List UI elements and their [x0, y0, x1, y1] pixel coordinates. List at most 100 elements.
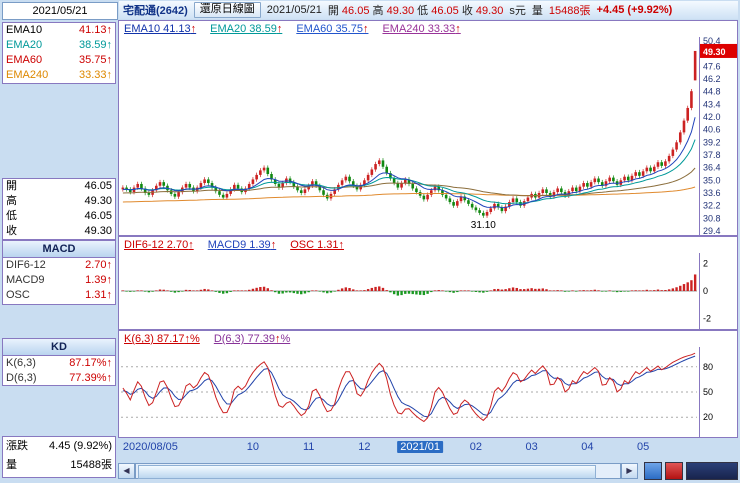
- kd-section-header[interactable]: KD: [3, 339, 115, 356]
- bottom-scroll-strip: ◀ ▶: [118, 459, 738, 483]
- x-axis-label: 02: [469, 441, 482, 453]
- svg-text:30.8: 30.8: [703, 213, 721, 223]
- x-axis-label: 10: [246, 441, 260, 453]
- field-label: 高: [372, 5, 387, 17]
- up-arrow-icon: ↑: [455, 23, 461, 35]
- svg-text:0: 0: [703, 286, 708, 296]
- row-value: 77.39%↑: [69, 372, 113, 384]
- row-value: 38.59↑: [78, 39, 113, 51]
- up-arrow-icon: ↑: [188, 239, 194, 251]
- row-label: MACD9: [6, 274, 45, 286]
- row-label: 漲跌: [6, 440, 28, 452]
- legend-item[interactable]: EMA20 38.59↑: [210, 23, 283, 35]
- row-value: 1.31↑: [85, 289, 112, 301]
- x-axis-label: 03: [525, 441, 538, 453]
- svg-text:35.0: 35.0: [703, 175, 721, 185]
- field-value: 46.05: [431, 5, 462, 17]
- row-value: 46.05: [84, 180, 112, 192]
- row-value: 49.30: [84, 225, 112, 237]
- sidebar-row: EMA20 38.59↑: [3, 38, 115, 53]
- ohlc-summary: 開 46.05 高 49.30 低 46.05 收 49.30: [328, 2, 504, 18]
- scrollbar-track[interactable]: [135, 463, 621, 479]
- svg-text:2: 2: [703, 258, 708, 268]
- svg-text:39.2: 39.2: [703, 137, 721, 147]
- row-label: OSC: [6, 289, 30, 301]
- row-value: 1.39↑: [85, 274, 113, 286]
- svg-text:49.30: 49.30: [703, 47, 726, 57]
- svg-text:44.8: 44.8: [703, 87, 721, 97]
- sidebar-row: MACD9 1.39↑: [3, 273, 115, 288]
- change-volume-panel: 漲跌 4.45 (9.92%) 量 15488張: [2, 436, 116, 478]
- kd-chart[interactable]: 80 50 20: [119, 347, 737, 437]
- row-label: 量: [6, 459, 17, 471]
- row-label: 高: [6, 195, 17, 207]
- macd-section-header[interactable]: MACD: [3, 241, 115, 258]
- row-label: DIF6-12: [6, 259, 46, 271]
- legend-item[interactable]: D(6,3) 77.39↑%: [213, 333, 291, 345]
- ohlc-panel: 開 46.05 高 49.30 低 46.05 收 49.30: [2, 178, 116, 240]
- candlestick-chart[interactable]: 50.4 47.6 46.2 44.8 43.4 42.0 40.6 39.2 37.8 36.4…: [119, 37, 737, 235]
- row-label: D(6,3): [6, 372, 37, 384]
- up-arrow-icon: ↑: [338, 239, 345, 251]
- svg-text:33.6: 33.6: [703, 188, 721, 198]
- legend-item[interactable]: DIF6-12 2.70↑: [124, 239, 194, 251]
- macd-pane: DIF6-12 2.70↑ MACD9 1.39↑ OSC 1.31↑ 2 0 -2: [118, 236, 738, 330]
- row-value: 87.17%↑: [69, 357, 112, 369]
- row-label: EMA240: [6, 69, 49, 81]
- field-label: 低: [417, 5, 432, 17]
- titlebar-date: 2021/05/21: [266, 4, 322, 16]
- row-label: EMA10: [6, 24, 43, 36]
- svg-text:31.10: 31.10: [471, 220, 496, 231]
- svg-text:50.4: 50.4: [703, 37, 721, 46]
- price-unit: s元: [509, 5, 526, 17]
- legend-item[interactable]: EMA60 35.75↑: [296, 23, 369, 35]
- scroll-right-button[interactable]: ▶: [621, 463, 638, 479]
- kd-legend: K(6,3) 87.17↑% D(6,3) 77.39↑%: [119, 331, 737, 347]
- svg-text:36.4: 36.4: [703, 163, 721, 173]
- row-value: 15488張: [70, 459, 112, 471]
- svg-text:40.6: 40.6: [703, 125, 721, 135]
- up-arrow-icon: ↑: [270, 239, 277, 251]
- left-sidebar: EMA10 41.13↑ EMA20 38.59↑ EMA60 35.75↑ EMA240 3…: [2, 22, 116, 481]
- macd-chart[interactable]: 2 0 -2: [119, 253, 737, 329]
- title-bar: 宅配通(2642) 還原日線圖 2021/05/21 開 46.05 高 49.…: [119, 1, 738, 19]
- sidebar-row: EMA60 35.75↑: [3, 53, 115, 68]
- sidebar-row: 低 46.05: [3, 209, 115, 224]
- up-arrow-icon: ↑: [106, 274, 113, 286]
- legend-item[interactable]: EMA240 33.33↑: [382, 23, 461, 35]
- blue-toolbar-button[interactable]: [644, 462, 662, 480]
- scrollbar-thumb[interactable]: [138, 465, 596, 479]
- svg-text:20: 20: [703, 412, 713, 422]
- legend-item[interactable]: OSC 1.31↑: [290, 239, 345, 251]
- x-axis-label: 04: [581, 441, 594, 453]
- x-axis-label: 11: [302, 441, 315, 453]
- change-value: +4.45 (+9.92%): [596, 4, 673, 16]
- legend-item[interactable]: MACD9 1.39↑: [207, 239, 277, 251]
- up-arrow-icon: ↑: [106, 372, 113, 384]
- sidebar-row: K(6,3) 87.17%↑: [3, 356, 115, 371]
- up-arrow-icon: ↑: [106, 39, 113, 51]
- field-label: 開: [327, 5, 342, 17]
- up-arrow-icon: ↑: [276, 23, 283, 35]
- red-toolbar-button[interactable]: [665, 462, 683, 480]
- sidebar-row: D(6,3) 77.39%↑: [3, 371, 115, 386]
- macd-values-panel: MACD DIF6-12 2.70↑ MACD9 1.39↑ OSC 1.31↑: [2, 240, 116, 305]
- scroll-left-button[interactable]: ◀: [118, 463, 135, 479]
- svg-text:-2: -2: [703, 314, 711, 324]
- up-arrow-icon: ↑: [362, 23, 369, 35]
- sidebar-row: 收 49.30: [3, 224, 115, 239]
- row-value: 4.45 (9.92%): [49, 440, 112, 452]
- field-label: 收: [461, 5, 476, 17]
- legend-item[interactable]: EMA10 41.13↑: [124, 23, 197, 35]
- chart-type-button[interactable]: 還原日線圖: [193, 2, 261, 18]
- x-axis-label: 05: [636, 441, 650, 453]
- row-value: 35.75↑: [78, 54, 112, 66]
- field-value: 46.05: [341, 5, 373, 17]
- navy-toolbar-button[interactable]: [686, 462, 738, 480]
- chart-column: EMA10 41.13↑ EMA20 38.59↑ EMA60 35.75↑ EMA2…: [118, 20, 738, 483]
- legend-item[interactable]: K(6,3) 87.17↑%: [124, 333, 200, 345]
- svg-text:32.2: 32.2: [703, 201, 721, 211]
- svg-text:46.2: 46.2: [703, 74, 721, 84]
- kd-values-panel: KD K(6,3) 87.17%↑ D(6,3) 77.39%↑: [2, 338, 116, 386]
- svg-text:47.6: 47.6: [703, 61, 721, 71]
